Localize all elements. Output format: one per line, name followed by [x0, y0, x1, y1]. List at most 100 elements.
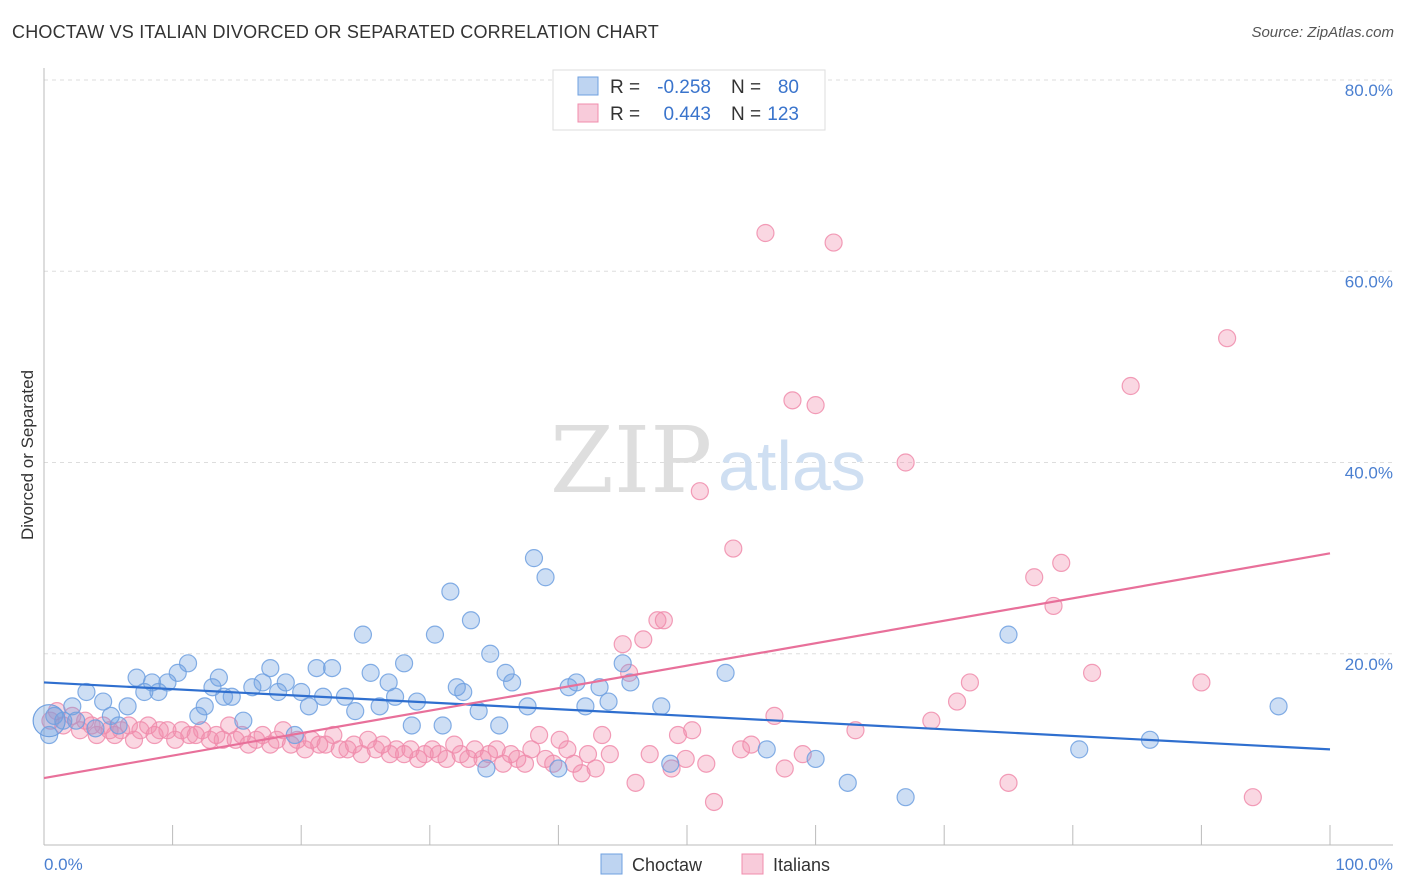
- choctaw-point-60: [536, 568, 555, 587]
- italians-point-117: [1192, 673, 1211, 692]
- choctaw-point-74: [838, 773, 857, 792]
- italians-point-85: [634, 630, 653, 649]
- choctaw-point-48: [441, 582, 460, 601]
- choctaw-point-39: [361, 663, 380, 682]
- choctaw-point-8: [101, 706, 120, 726]
- choctaw-point-29: [276, 673, 295, 692]
- italians-point-92: [683, 721, 702, 740]
- choctaw-point-61: [549, 759, 568, 778]
- choctaw-point-26: [253, 673, 272, 692]
- choctaw-point-54: [481, 644, 500, 663]
- legend-box: R = -0.258 N = 80 R = 0.443 N = 123: [552, 69, 826, 131]
- x-tick-label-max: 100.0%: [1335, 855, 1393, 874]
- choctaw-point-25: [243, 678, 262, 697]
- italians-point-94: [697, 754, 716, 773]
- italians-point-17: [150, 721, 169, 740]
- chart-source: Source: ZipAtlas.com: [1251, 24, 1394, 41]
- italians-point-13: [124, 730, 144, 749]
- choctaw-point-13: [142, 673, 162, 692]
- x-tick-label-min: 0.0%: [44, 855, 83, 874]
- italians-point-81: [600, 745, 619, 764]
- italians-point-82: [613, 635, 632, 654]
- italians-point-38: [295, 740, 315, 759]
- italians-point-90: [668, 725, 688, 745]
- italians-point-86: [640, 745, 659, 764]
- choctaw-point-35: [322, 658, 342, 678]
- choctaw-point-71: [716, 663, 735, 682]
- legend-n-label-choctaw: N =: [731, 77, 761, 98]
- italians-point-108: [922, 711, 941, 730]
- choctaw-point-27: [261, 658, 280, 678]
- italians-point-59: [445, 735, 464, 754]
- italians-point-61: [459, 749, 478, 769]
- italians-point-66: [494, 754, 513, 773]
- italians-point-110: [960, 673, 980, 692]
- bottom-legend-swatch-italians: [741, 853, 764, 875]
- choctaw-point-0: [40, 725, 59, 745]
- choctaw-point-33: [307, 658, 326, 678]
- choctaw-point-4: [67, 711, 86, 730]
- choctaw-point-46: [425, 625, 445, 644]
- choctaw-point-28: [268, 682, 288, 702]
- italians-point-98: [742, 735, 761, 754]
- legend-r-label-italians: R =: [610, 104, 640, 125]
- choctaw-point-76: [999, 625, 1018, 644]
- italians-point-106: [846, 721, 865, 740]
- grid-lines: [44, 79, 1393, 655]
- choctaw-point-75: [896, 788, 915, 807]
- italians-point-96: [724, 539, 743, 558]
- italians-point-118: [1218, 329, 1237, 348]
- choctaw-point-38: [353, 625, 373, 644]
- bottom-legend: Choctaw Italians: [600, 853, 830, 875]
- choctaw-point-19: [195, 697, 214, 716]
- choctaw-point-57: [503, 673, 522, 692]
- italians-point-109: [947, 692, 967, 711]
- italians-point-19: [166, 730, 185, 749]
- choctaw-point-43: [394, 654, 414, 673]
- choctaw-point-50: [454, 682, 473, 702]
- choctaw-point-5: [77, 682, 96, 702]
- italians-point-84: [626, 773, 645, 792]
- choctaw-point-42: [385, 687, 405, 706]
- italians-point-45: [344, 735, 364, 754]
- chart-title: CHOCTAW VS ITALIAN DIVORCED OR SEPARATED…: [12, 22, 660, 42]
- italians-point-115: [1082, 663, 1102, 682]
- choctaw-point-large: [32, 704, 66, 738]
- choctaw-point-56: [496, 663, 515, 682]
- watermark-atlas: atlas: [718, 427, 866, 505]
- italians-point-93: [690, 482, 709, 501]
- bottom-legend-italians: Italians: [773, 855, 830, 875]
- choctaw-point-77: [1070, 740, 1089, 759]
- bottom-legend-swatch-choctaw: [600, 853, 623, 875]
- italians-point-4: [70, 721, 90, 740]
- y-axis-label: Divorced or Separated: [18, 370, 37, 540]
- choctaw-point-51: [461, 611, 481, 630]
- choctaw-point-64: [576, 697, 595, 716]
- choctaw-point-79: [1269, 697, 1288, 716]
- choctaw-point-18: [189, 706, 208, 726]
- choctaw-point-73: [806, 749, 825, 769]
- choctaw-point-55: [490, 716, 509, 735]
- choctaw-point-59: [524, 549, 544, 568]
- legend-n-value-choctaw: 80: [778, 77, 799, 98]
- italians-point-91: [676, 749, 695, 769]
- legend-r-label-choctaw: R =: [610, 77, 640, 98]
- italians-point-114: [1052, 553, 1071, 573]
- choctaw-point-47: [433, 716, 452, 735]
- legend-n-label-italians: N =: [731, 104, 761, 125]
- y-tick-label-3: 80.0%: [1345, 81, 1393, 100]
- bottom-legend-choctaw: Choctaw: [632, 855, 703, 875]
- italians-point-116: [1121, 376, 1140, 396]
- y-tick-label-2: 60.0%: [1345, 272, 1393, 291]
- choctaw-point-9: [109, 716, 128, 735]
- italians-point-47: [358, 730, 378, 749]
- choctaw-point-72: [757, 740, 776, 759]
- italians-point-99: [756, 223, 775, 243]
- choctaw-point-10: [118, 697, 137, 716]
- italians-point-87: [648, 611, 667, 630]
- italians-point-43: [330, 740, 349, 759]
- legend-swatch-choctaw: [577, 76, 599, 96]
- italians-point-74: [550, 730, 569, 749]
- choctaw-point-68: [621, 673, 640, 692]
